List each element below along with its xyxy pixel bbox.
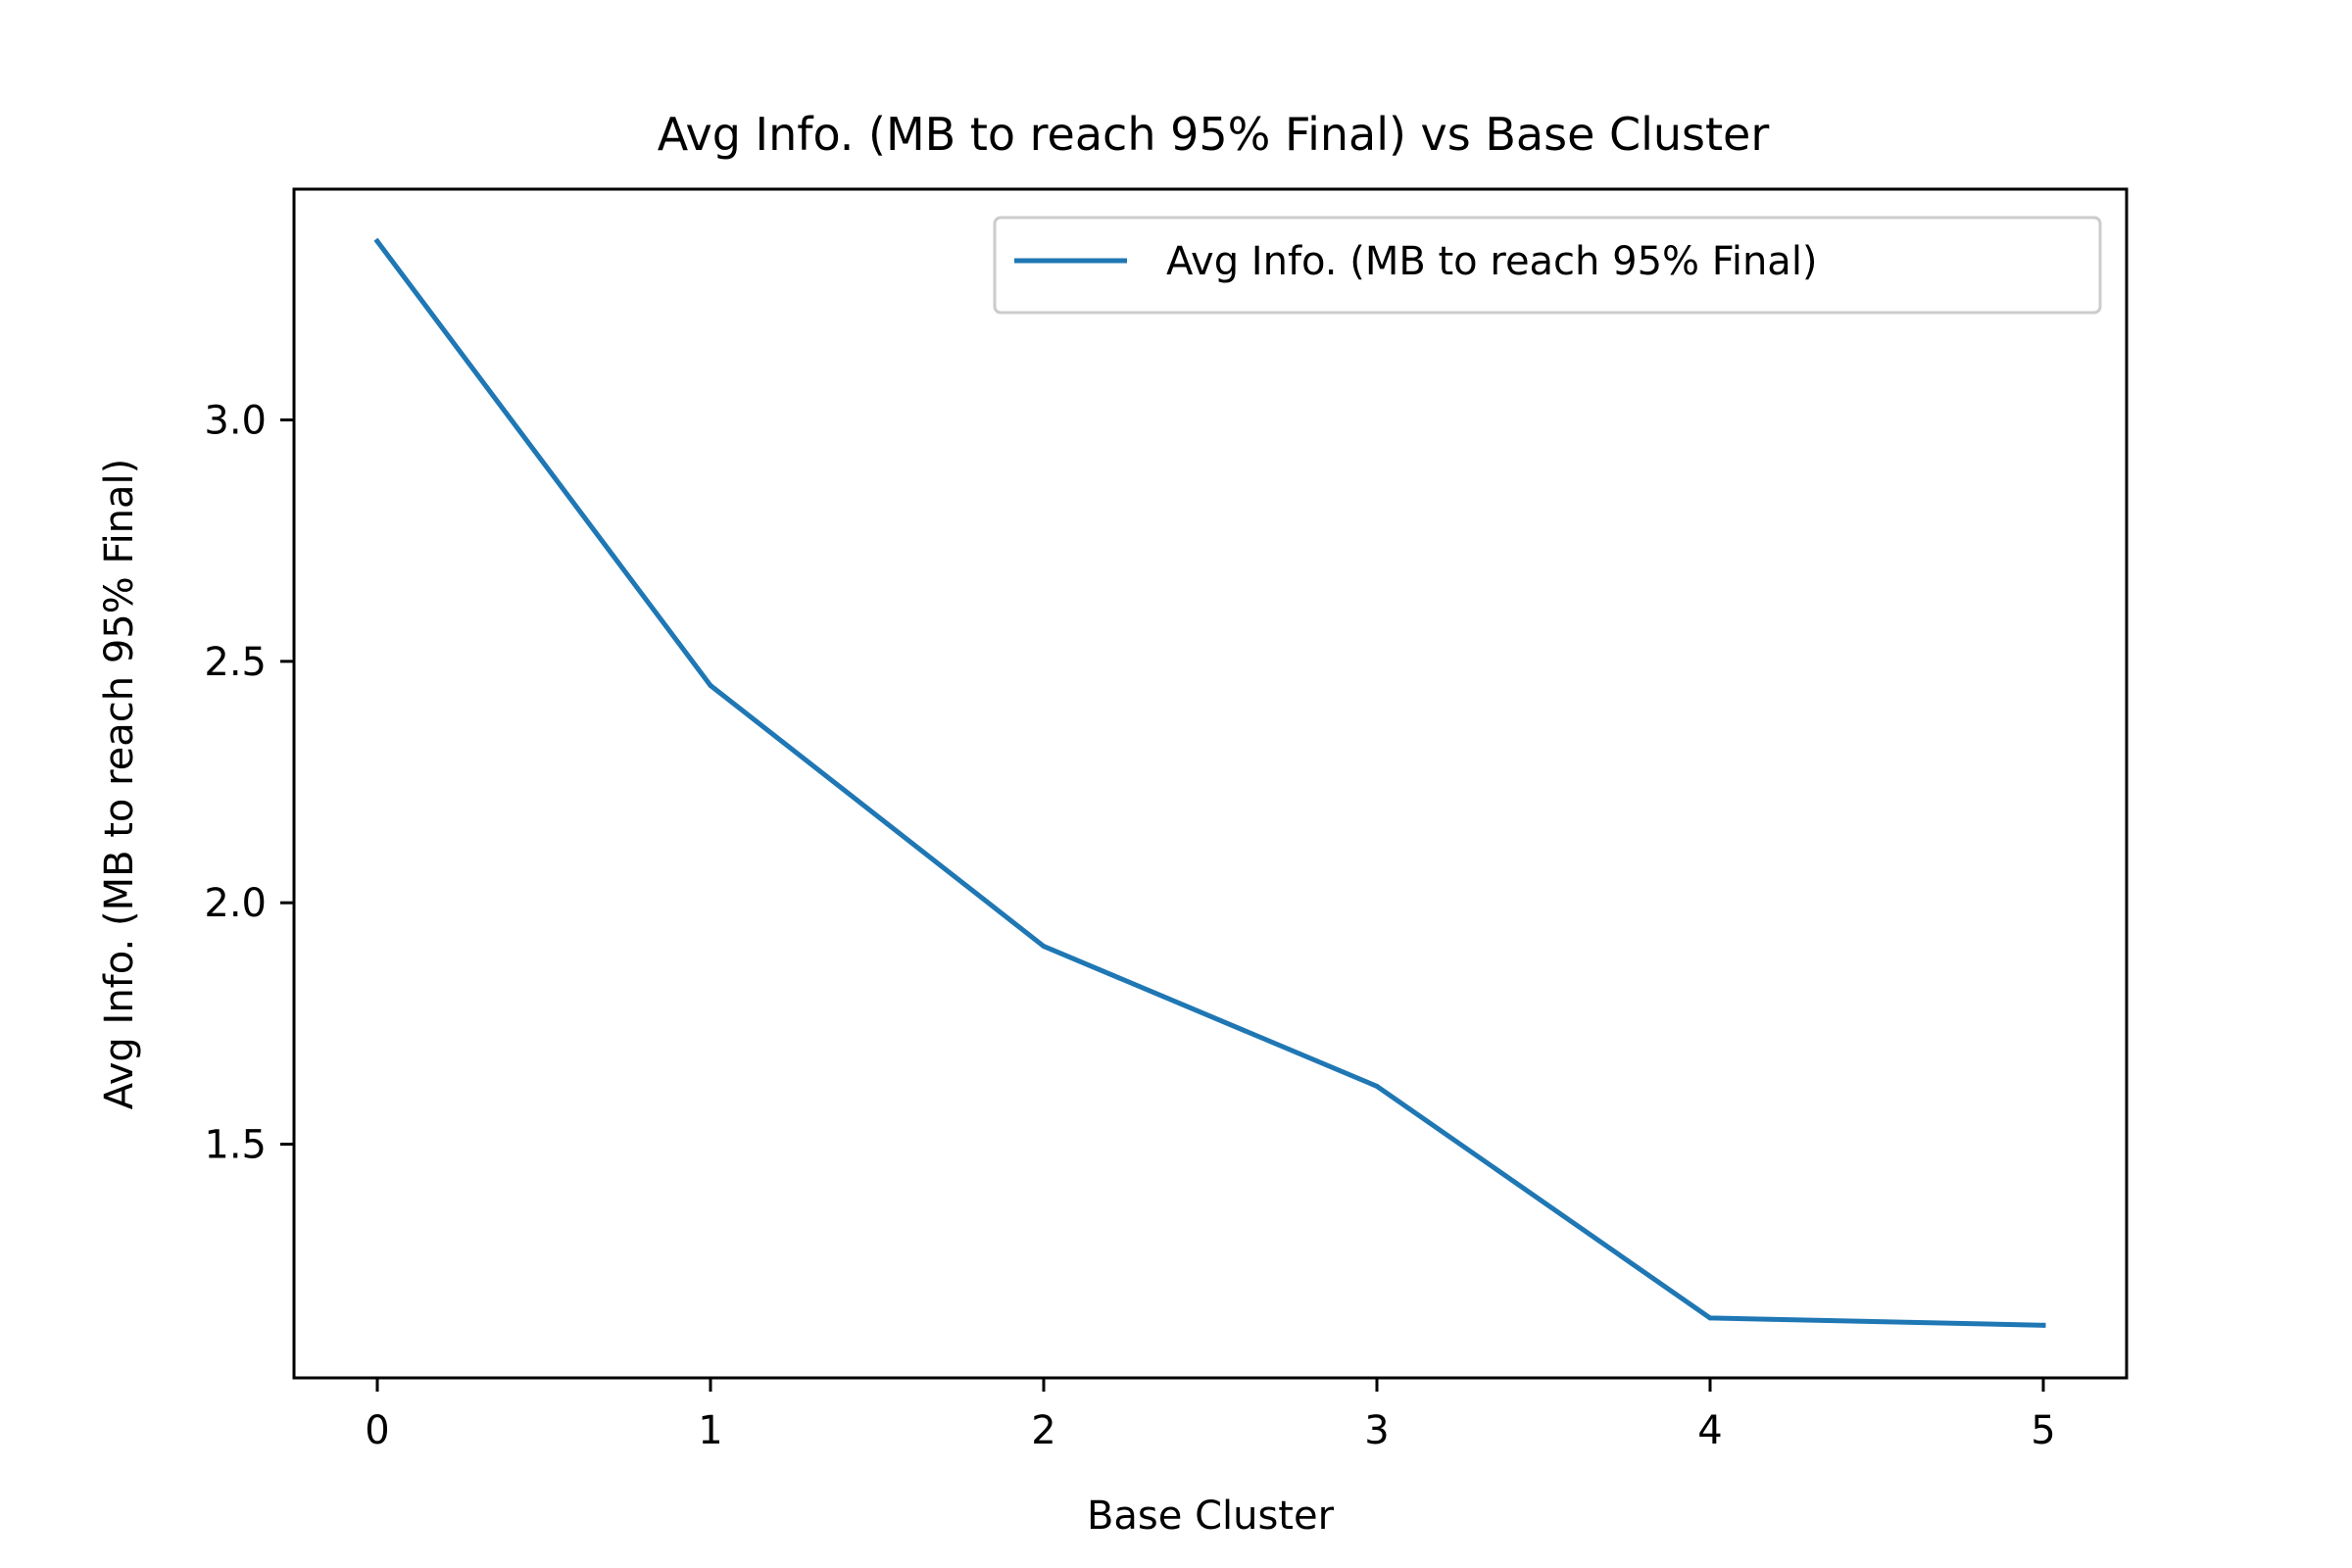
x-tick-label: 2 xyxy=(1031,1408,1055,1453)
series-layer xyxy=(373,237,2046,1328)
data-point xyxy=(1707,1315,1713,1321)
x-tick-label: 3 xyxy=(1364,1408,1389,1453)
y-tick-label: 2.0 xyxy=(204,881,267,926)
x-axis-label: Base Cluster xyxy=(1087,1494,1335,1539)
y-tick-label: 2.5 xyxy=(204,640,267,685)
x-tick-label: 0 xyxy=(365,1408,389,1453)
legend: Avg Info. (MB to reach 95% Final) xyxy=(993,216,2102,315)
data-point xyxy=(374,238,380,244)
data-point xyxy=(1041,944,1047,950)
y-axis-ticks: 1.5 2.0 2.5 3.0 xyxy=(204,399,294,1168)
data-point xyxy=(2040,1322,2046,1328)
x-axis-ticks: 0 1 2 3 4 5 xyxy=(365,1378,2056,1453)
plot-area-frame xyxy=(292,187,2129,1380)
y-tick-label: 1.5 xyxy=(204,1123,267,1168)
x-tick-label: 5 xyxy=(2031,1408,2055,1453)
y-tick-label: 3.0 xyxy=(204,399,267,444)
legend-box xyxy=(993,216,2102,315)
x-tick-label: 1 xyxy=(698,1408,722,1453)
data-point xyxy=(708,682,713,688)
data-point xyxy=(1374,1083,1380,1089)
chart-title: Avg Info. (MB to reach 95% Final) vs Bas… xyxy=(658,108,1770,161)
x-tick-label: 4 xyxy=(1697,1408,1722,1453)
series-line xyxy=(373,237,2046,1328)
legend-label: Avg Info. (MB to reach 95% Final) xyxy=(1166,239,1818,284)
y-axis-label: Avg Info. (MB to reach 95% Final) xyxy=(97,459,142,1110)
